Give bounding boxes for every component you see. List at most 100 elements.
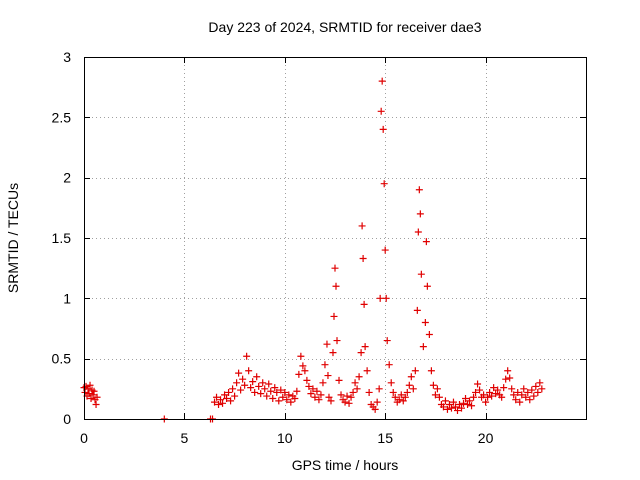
data-point bbox=[455, 401, 463, 409]
data-point bbox=[391, 393, 399, 401]
data-point bbox=[414, 228, 422, 236]
data-point bbox=[451, 403, 459, 411]
data-point bbox=[332, 282, 340, 290]
data-point bbox=[241, 381, 249, 389]
y-tick-label: 0 bbox=[63, 411, 71, 427]
data-point bbox=[387, 379, 395, 387]
data-point bbox=[470, 393, 478, 401]
data-point bbox=[476, 386, 484, 394]
data-point bbox=[307, 390, 315, 398]
data-point bbox=[419, 343, 427, 351]
data-point bbox=[239, 375, 247, 383]
data-point bbox=[462, 394, 470, 402]
data-point bbox=[512, 396, 520, 404]
data-point bbox=[335, 376, 343, 384]
data-points bbox=[80, 77, 546, 423]
x-tick-label: 20 bbox=[478, 430, 494, 446]
data-point bbox=[351, 379, 359, 387]
data-point bbox=[429, 381, 437, 389]
data-point bbox=[237, 386, 245, 394]
data-point bbox=[211, 398, 219, 406]
data-point bbox=[464, 401, 472, 409]
data-point bbox=[347, 393, 355, 401]
data-point bbox=[275, 397, 283, 405]
data-point bbox=[87, 394, 95, 402]
data-point bbox=[488, 392, 496, 400]
data-point bbox=[283, 396, 291, 404]
data-point bbox=[538, 385, 546, 393]
data-point bbox=[325, 393, 333, 401]
data-point bbox=[331, 264, 339, 272]
data-point bbox=[227, 397, 235, 405]
data-point bbox=[303, 376, 311, 384]
x-tick-labels: 0 5 10 15 20 bbox=[80, 430, 493, 446]
data-point bbox=[514, 388, 522, 396]
data-point bbox=[243, 352, 251, 360]
data-point bbox=[524, 388, 532, 396]
data-point bbox=[261, 385, 269, 393]
data-point bbox=[376, 294, 384, 302]
data-point bbox=[433, 385, 441, 393]
data-point bbox=[257, 390, 265, 398]
data-point bbox=[231, 392, 239, 400]
data-point bbox=[458, 404, 466, 412]
data-point bbox=[223, 394, 231, 402]
data-point bbox=[403, 388, 411, 396]
data-point bbox=[466, 397, 474, 405]
data-point bbox=[385, 361, 393, 369]
data-point bbox=[360, 300, 368, 308]
data-point bbox=[269, 394, 277, 402]
data-point bbox=[518, 391, 526, 399]
data-point bbox=[532, 382, 540, 390]
data-point bbox=[427, 367, 435, 375]
data-point bbox=[359, 255, 367, 263]
x-tick-label: 0 bbox=[80, 430, 88, 446]
data-point bbox=[363, 367, 371, 375]
data-point bbox=[265, 380, 273, 388]
data-point bbox=[255, 382, 263, 390]
data-point bbox=[472, 388, 480, 396]
data-point bbox=[329, 349, 337, 357]
data-point bbox=[349, 388, 357, 396]
data-point bbox=[85, 390, 93, 398]
data-point bbox=[534, 388, 542, 396]
data-point bbox=[295, 370, 303, 378]
data-point bbox=[357, 349, 365, 357]
y-tick-labels: 0 0.5 1 1.5 2 2.5 3 bbox=[52, 49, 72, 427]
data-point bbox=[460, 399, 468, 407]
data-point bbox=[221, 391, 229, 399]
data-point bbox=[277, 386, 285, 394]
data-point bbox=[291, 394, 299, 402]
y-tick-label: 2 bbox=[63, 170, 71, 186]
x-axis-label: GPS time / hours bbox=[292, 457, 399, 473]
data-point bbox=[327, 397, 335, 405]
data-point bbox=[482, 398, 490, 406]
data-point bbox=[375, 385, 383, 393]
data-point bbox=[422, 238, 430, 246]
data-point bbox=[317, 391, 325, 399]
chart-title: Day 223 of 2024, SRMTID for receiver dae… bbox=[208, 19, 481, 35]
data-point bbox=[315, 396, 323, 404]
data-point bbox=[309, 385, 317, 393]
data-point bbox=[271, 384, 279, 392]
data-point bbox=[382, 294, 390, 302]
data-point bbox=[397, 391, 405, 399]
data-point bbox=[253, 373, 261, 381]
data-point bbox=[425, 331, 433, 339]
data-point bbox=[323, 340, 331, 348]
data-point bbox=[279, 393, 287, 401]
data-point bbox=[449, 398, 457, 406]
data-point bbox=[311, 393, 319, 401]
data-point bbox=[321, 361, 329, 369]
data-point bbox=[526, 396, 534, 404]
data-point bbox=[510, 391, 518, 399]
data-point bbox=[285, 391, 293, 399]
data-point bbox=[383, 337, 391, 345]
data-point bbox=[263, 392, 271, 400]
data-point bbox=[313, 387, 321, 395]
data-point bbox=[502, 375, 510, 383]
data-point bbox=[229, 385, 237, 393]
data-point bbox=[381, 246, 389, 254]
x-tick-label: 10 bbox=[277, 430, 293, 446]
